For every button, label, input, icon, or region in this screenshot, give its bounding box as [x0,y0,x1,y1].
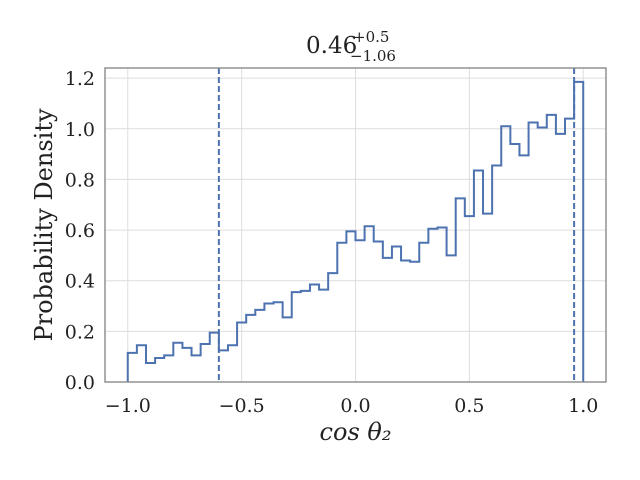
histogram-bin [456,198,465,382]
histogram-bin [437,228,446,382]
histogram-bin [210,333,219,382]
histogram-bin [556,134,565,382]
y-tick-labels: 0.0 0.2 0.4 0.6 0.8 1.0 1.2 [65,68,95,394]
histogram-bin [164,355,173,382]
histogram-step-line [126,80,585,382]
histogram-bin [328,273,337,382]
plot-frame [104,67,607,383]
x-tick-label: −1.0 [105,395,151,417]
histogram-bin [274,302,283,382]
title-value: 0.46 [306,33,357,59]
histogram-bin [337,243,346,382]
y-tick-label: 0.8 [65,169,95,191]
histogram-bin [529,122,538,382]
histogram-bin [547,115,556,382]
y-tick-label: 1.0 [65,119,95,141]
y-axis-label: Probability Density [30,108,58,342]
histogram-bin [565,119,574,382]
x-tick-labels: −1.0 −0.5 0.0 0.5 1.0 [105,395,599,417]
histogram-bin [192,355,201,382]
histogram-bin [519,155,528,382]
histogram-bin [146,363,155,382]
x-tick-label: 1.0 [568,395,598,417]
x-axis-label: cos θ₂ [320,418,392,446]
histogram-bin [346,231,355,382]
histogram-bin [301,291,310,382]
histogram-bin [246,315,255,382]
histogram-bin [137,345,146,382]
grid-lines [105,68,606,383]
y-tick-label: 0.6 [65,220,95,242]
y-tick-label: 0.0 [65,372,95,394]
histogram-bin [255,310,264,382]
histogram-bin [538,128,547,382]
histogram-bin [447,255,456,382]
y-tick-label: 0.4 [65,271,95,293]
histogram-bin [173,343,182,382]
histogram-bin [310,285,319,382]
histogram-bin [410,262,419,382]
title-lower-error: −1.06 [350,47,396,65]
title-upper-error: +0.5 [353,28,389,46]
histogram-bars [126,80,585,383]
histogram-bin [319,290,328,382]
histogram-bin [392,247,401,382]
histogram-bin [356,240,365,382]
histogram-bin [365,226,374,382]
histogram-bin [574,82,583,382]
credible-interval-lines [217,68,576,382]
histogram-bin [383,258,392,382]
histogram-bin [483,214,492,382]
y-tick-label: 0.2 [65,321,95,343]
x-tick-label: −0.5 [219,395,265,417]
histogram-bin [474,171,483,382]
chart-title: 0.46 +0.5 −1.06 [306,28,396,65]
x-tick-label: 0.5 [454,395,484,417]
x-tick-label: 0.0 [340,395,370,417]
histogram-bin [128,353,137,382]
histogram-bin [283,317,292,382]
histogram-bin [419,243,428,382]
histogram-bin [428,229,437,382]
histogram-bin [501,126,510,382]
histogram-bin [201,344,210,382]
histogram-bin [182,348,191,382]
histogram-bin [155,358,164,382]
histogram-bin [292,292,301,382]
histogram-bin [264,304,273,383]
histogram-bin [374,241,383,382]
histogram-bin [219,350,228,382]
histogram-bin [401,260,410,382]
histogram-bin [492,165,501,382]
y-tick-label: 1.2 [65,68,95,90]
histogram-bin [228,345,237,382]
